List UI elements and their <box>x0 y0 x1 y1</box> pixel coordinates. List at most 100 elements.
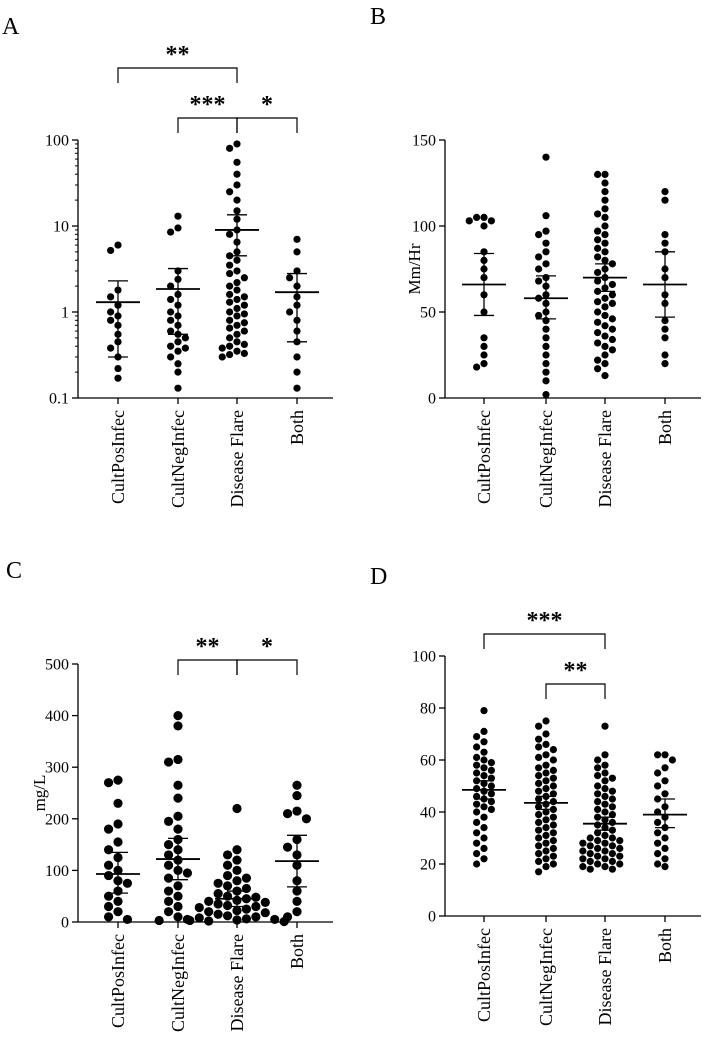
panel-d-data-point <box>594 756 602 764</box>
panel-b-y-tick-label: 100 <box>412 219 436 236</box>
panel-d-data-point <box>542 740 550 749</box>
panel-d-data-point <box>594 805 602 814</box>
panel-c-data-point <box>301 814 312 824</box>
panel-d-data-point <box>473 769 481 777</box>
panel-d-data-point <box>480 727 488 736</box>
panel-b-data-point <box>594 339 602 347</box>
panel-d-data-point <box>473 792 481 801</box>
panel-c-data-point <box>113 896 123 906</box>
panel-c-data-point <box>163 757 174 767</box>
panel-a-data-point <box>167 295 175 304</box>
panel-d-data-point <box>535 826 543 834</box>
panel-c-data-point <box>103 891 114 901</box>
panel-a-data-point <box>167 308 175 316</box>
panel-b-data-point <box>542 212 550 220</box>
panel-d-data-point <box>542 730 550 738</box>
panel-b-data-point <box>661 334 669 342</box>
panel-d-category-label: Both <box>655 928 675 963</box>
panel-d-data-point <box>473 829 481 837</box>
panel-d-data-point <box>549 821 557 829</box>
panel-a-y-tick-label: 100 <box>45 133 69 150</box>
panel-d-data-point <box>542 777 550 785</box>
panel-d-data-point <box>601 722 609 730</box>
panel-d-category-label: CultNegInfec <box>536 928 556 1026</box>
panel-d-data-point <box>473 761 481 769</box>
panel-d-data-point <box>661 764 669 772</box>
panel-d-data-point <box>661 777 669 785</box>
panel-d-data-point <box>661 855 669 863</box>
panel-d-category-label: CultPosInfec <box>474 928 494 1022</box>
panel-c-data-point <box>251 912 261 922</box>
panel-a-significance-label: ** <box>166 42 190 68</box>
panel-b-data-point <box>608 346 616 354</box>
panel-d-letter: D <box>370 564 387 590</box>
panel-b-data-point <box>601 213 609 221</box>
panel-c-category-label: Both <box>287 934 307 969</box>
panel-a-data-point <box>226 350 234 359</box>
panel-d-data-point <box>535 842 543 850</box>
panel-b-y-tick-label: 150 <box>412 133 436 150</box>
panel-c-data-point <box>282 842 293 852</box>
panel-d-data-point <box>601 800 609 808</box>
panel-b-data-point <box>535 231 543 239</box>
panel-d-y-tick-label: 80 <box>420 701 436 718</box>
panel-c-data-point <box>103 824 114 834</box>
panel-d-data-point <box>480 844 488 853</box>
panel-c-significance-label: ** <box>196 634 220 660</box>
panel-d-data-point <box>542 816 550 824</box>
panel-d-data-point <box>487 790 495 798</box>
panel-d-data-point <box>594 844 602 853</box>
panel-c-data-point <box>260 908 270 918</box>
panel-c-y-tick-label: 300 <box>45 760 69 777</box>
panel-c-data-point <box>173 793 183 803</box>
panel-d-data-point <box>601 808 609 816</box>
panel-a: A 0.1 1 10 100 CultPosInfec CultNegInfec Disea… <box>2 14 333 508</box>
panel-c-y-tick-label: 400 <box>45 708 69 725</box>
panel-d-data-point <box>535 811 543 819</box>
panel-b-data-point <box>608 280 616 289</box>
panel-c-data-point <box>154 915 164 926</box>
panel-d-data-point <box>654 839 662 847</box>
panel-a-y-tick-label: 10 <box>53 219 69 236</box>
panel-d-y-tick-label: 20 <box>420 857 436 874</box>
panel-d-data-point <box>586 857 594 866</box>
panel-a-data-point <box>226 290 234 299</box>
panel-d-data-point <box>542 847 550 855</box>
panel-c-data-point <box>103 912 114 922</box>
panel-b-data-point <box>542 325 550 333</box>
panel-d-data-point <box>549 766 557 775</box>
panel-d-data-point <box>594 821 602 829</box>
panel-a-data-point <box>233 295 241 304</box>
panel-d-data-point <box>473 733 481 741</box>
panel-d-data-point <box>535 857 543 866</box>
panel-d-data-point <box>487 766 495 775</box>
panel-d-data-point <box>594 837 602 845</box>
panel-d-data-point <box>661 790 669 798</box>
panel-a-data-point <box>226 342 234 350</box>
panel-d-data-point <box>608 842 616 850</box>
panel-b-data-point <box>594 244 602 252</box>
panel-b-data-point <box>601 303 609 311</box>
panel-c-data-point <box>232 915 242 925</box>
panel-c-data-point <box>103 860 114 870</box>
panel-d-data-point <box>535 818 543 827</box>
panel-c-data-point <box>213 899 223 909</box>
panel-d-data-point <box>487 782 495 790</box>
panel-a-data-point <box>233 347 241 355</box>
panel-a-data-point <box>240 301 248 309</box>
panel-a-data-point <box>107 246 115 255</box>
panel-b-data-point <box>601 179 609 187</box>
panel-c-data-point <box>173 901 183 912</box>
panel-d-y-tick-label: 60 <box>420 753 436 770</box>
panel-d-data-point <box>535 772 543 780</box>
panel-b-data-point <box>661 325 669 333</box>
panel-b-data-point <box>594 210 602 218</box>
panel-d-data-point <box>608 811 616 819</box>
panel-b-data-point <box>594 298 602 306</box>
panel-d-data-point <box>594 829 602 837</box>
panel-c-data-point <box>163 907 174 917</box>
panel-b-data-point <box>487 217 495 225</box>
panel-a-data-point <box>233 207 241 215</box>
panel-d-data-point <box>535 735 543 743</box>
panel-b-data-point <box>601 342 609 350</box>
